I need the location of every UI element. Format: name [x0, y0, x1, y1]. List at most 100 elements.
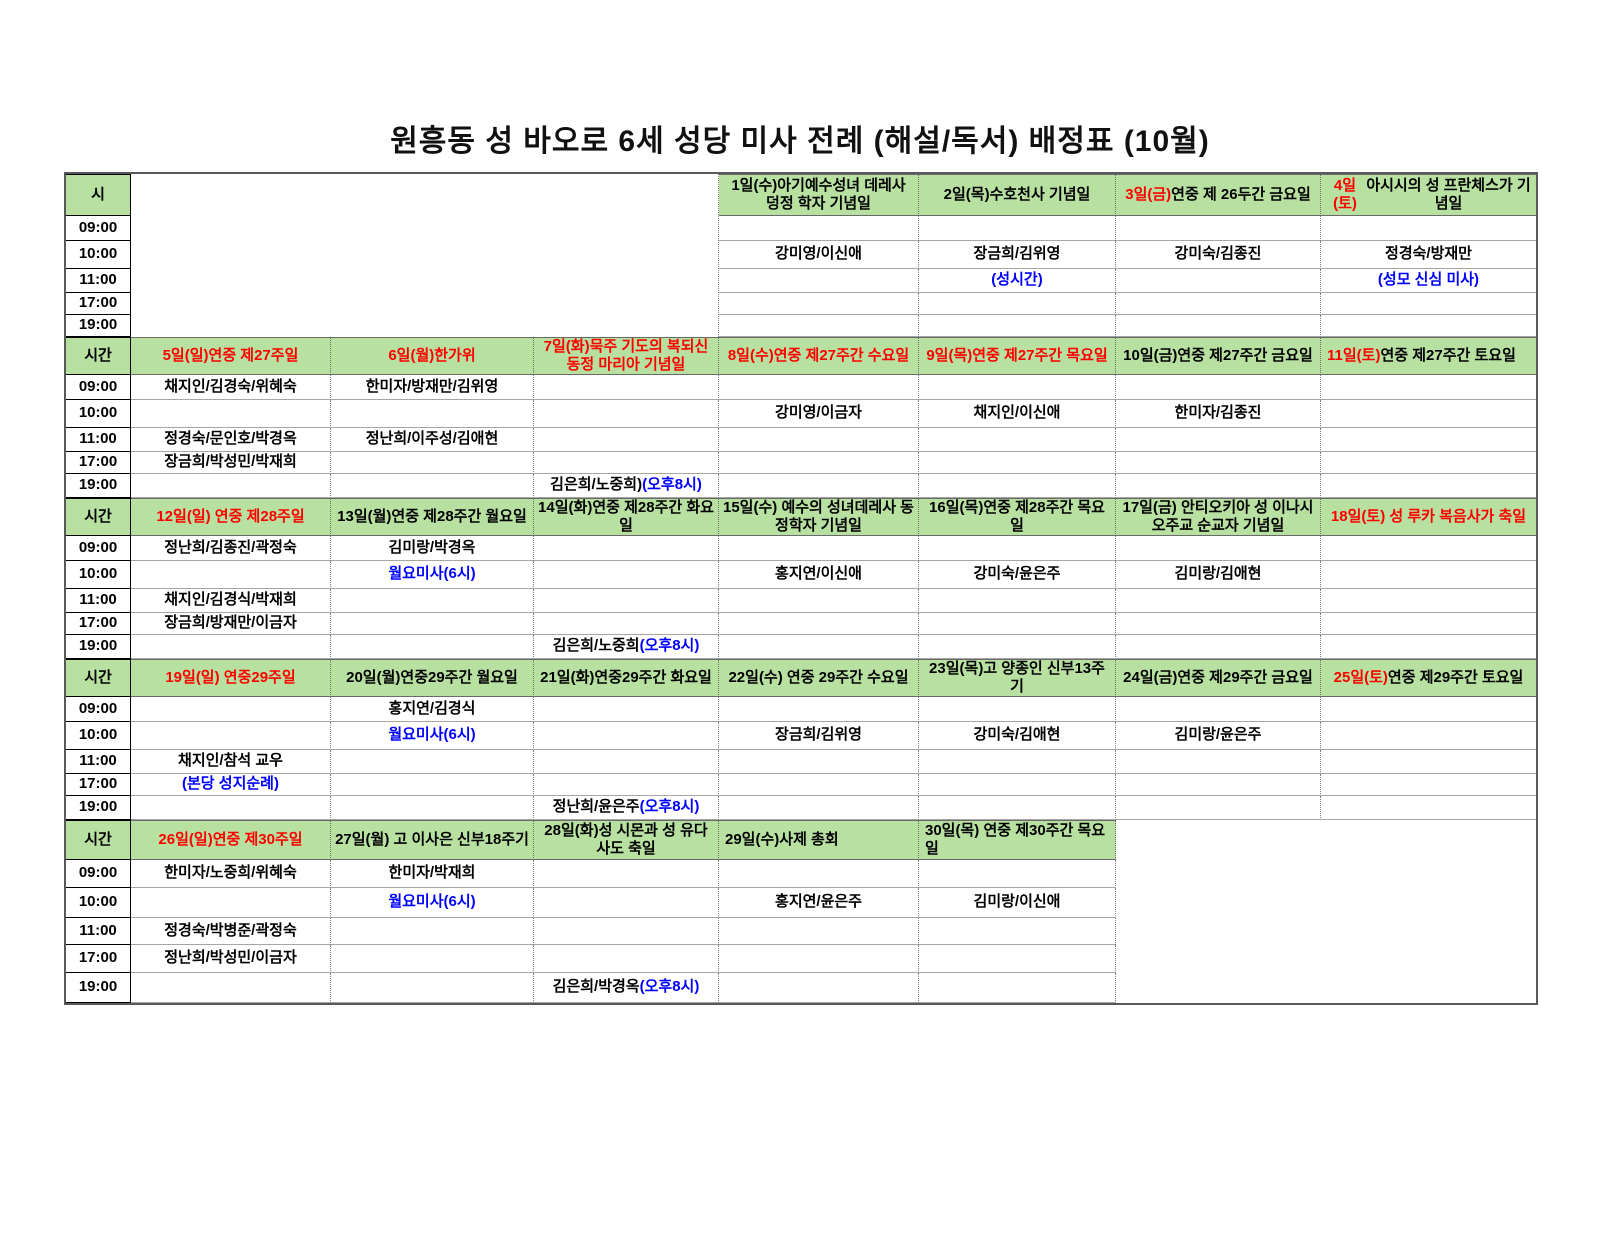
schedule-cell [131, 400, 331, 428]
cell-text: 12일(일) 연중 제28주일 [156, 507, 305, 525]
time-label: 11:00 [66, 428, 131, 452]
schedule-cell [331, 589, 534, 613]
cell-text: 김은희/노중희 [552, 637, 640, 655]
cell-text: 11:00 [79, 430, 117, 448]
cell-text: 29일(수)사제 총회 [725, 830, 839, 848]
schedule-cell: 한미자/방재만/김위영 [331, 375, 534, 400]
schedule-cell: 채지인/이신애 [919, 400, 1116, 428]
schedule-cell [919, 452, 1116, 474]
schedule-cell [1116, 375, 1321, 400]
schedule-cell [919, 860, 1116, 888]
day-header-cell: 5일(일)연중 제27주일 [131, 337, 331, 375]
schedule-cell: 정난희/박성민/이금자 [131, 945, 331, 973]
schedule-cell [719, 428, 919, 452]
schedule-cell: 장금희/박성민/박재희 [131, 452, 331, 474]
day-header-cell: 6일(월)한가위 [331, 337, 534, 375]
schedule-cell [1116, 315, 1321, 337]
schedule-cell [331, 774, 534, 796]
schedule-cell: 김은희/노중희 (오후8시) [534, 635, 719, 659]
schedule-cell: 김은희/박경옥 (오후8시) [534, 973, 719, 1003]
cell-text: 24일(금)연중 제29주간 금요일 [1123, 668, 1313, 686]
schedule-cell: 홍지연/김경식 [331, 697, 534, 722]
cell-text: 김미랑/윤은주 [1174, 726, 1262, 744]
schedule-cell [534, 400, 719, 428]
cell-text: 김미랑/이신애 [973, 893, 1061, 911]
time-header-cell: 시간 [66, 659, 131, 697]
time-label: 11:00 [66, 750, 131, 774]
cell-text: 채지인/김경식/박재희 [164, 591, 297, 609]
cell-text: 6일(월)한가위 [388, 346, 476, 364]
week-block: 시간 09:00 10:00 11:00 17:00 19:00 5일(일)연중 제27주일… [66, 337, 1536, 498]
day-header-cell: 1일(수)아기예수성녀 데레사 덩정 학자 기념일 [719, 174, 919, 216]
cell-text: 정경숙/문인호/박경옥 [164, 430, 297, 448]
cell-text: 아시시의 성 프란체스가 기념일 [1366, 176, 1531, 212]
time-label: 10:00 [66, 888, 131, 918]
cell-text: 20일(월)연중29주간 월요일 [346, 668, 518, 686]
schedule-cell: 김미랑/윤은주 [1116, 722, 1321, 750]
schedule-cell [331, 635, 534, 659]
schedule-cell [719, 315, 919, 337]
cell-text: 17일(금) 안티오키아 성 이나시오주교 순교자 기념일 [1122, 498, 1314, 534]
schedule-cell: 김미랑/박경옥 [331, 536, 534, 561]
schedule-cell [1116, 796, 1321, 820]
cell-text: (본당 성지순례) [182, 775, 279, 793]
time-label: 09:00 [66, 375, 131, 400]
cell-text: 강미숙/김종진 [1174, 245, 1262, 263]
cell-text: 14일(화)연중 제28주간 화요일 [538, 498, 714, 534]
cell-text: 4일(토) [1333, 176, 1357, 212]
cell-text: 19:00 [78, 316, 118, 334]
cell-text: 17:00 [78, 775, 118, 793]
schedule-cell [131, 561, 331, 589]
schedule-cell [919, 697, 1116, 722]
time-label: 10:00 [66, 722, 131, 750]
schedule-cell [1321, 774, 1536, 796]
time-label: 11:00 [66, 918, 131, 945]
cell-text: 연중 제29주간 토요일 [1387, 668, 1524, 686]
cell-text: 김은희/박경옥 [552, 978, 640, 996]
cell-text: 30일(목) 연중 제30주간 목요일 [925, 821, 1106, 857]
week-block: 시간 09:00 10:00 11:00 17:00 19:00 19일(일) 연중29주일… [66, 659, 1536, 820]
schedule-cell [331, 796, 534, 820]
schedule-cell [919, 774, 1116, 796]
schedule-cell [1321, 635, 1536, 659]
cell-text: 13일(월)연중 제28주간 월요일 [337, 507, 527, 525]
day-header-cell: 9일(목)연중 제27주간 목요일 [919, 337, 1116, 375]
time-header-cell: 시 [66, 174, 131, 216]
schedule-cell [719, 589, 919, 613]
day-header-cell: 27일(월) 고 이사은 신부18주기 [331, 820, 534, 860]
cell-text: 정난희/이주성/김애현 [365, 430, 499, 448]
cell-text: 28일(화)성 시몬과 성 유다 사도 축일 [544, 821, 708, 857]
cell-text: 연중 제 26두간 금요일 [1171, 185, 1311, 203]
cell-text: 시간 [84, 830, 112, 848]
day-header-cell: 4일(토) 아시시의 성 프란체스가 기념일 [1321, 174, 1536, 216]
schedule-cell: 강미숙/김애현 [919, 722, 1116, 750]
schedule-cell [1116, 697, 1321, 722]
schedule-cell: 정경숙/방재만 [1321, 241, 1536, 269]
schedule-cell [719, 918, 919, 945]
schedule-cell [1116, 293, 1321, 315]
cell-text: 홍지연/이신애 [775, 565, 862, 583]
cell-text: 월요미사(6시) [388, 726, 476, 744]
schedule-cell [131, 888, 331, 918]
cell-text: 9일(목)연중 제27주간 목요일 [926, 346, 1108, 364]
schedule-cell [1321, 375, 1536, 400]
cell-text: 18일(토) 성 루카 복음사가 축일 [1330, 507, 1527, 525]
schedule-cell [719, 796, 919, 820]
day-header-cell: 12일(일) 연중 제28주일 [131, 498, 331, 536]
schedule-cell: 장금희/김위영 [719, 722, 919, 750]
cell-text: 15일(수) 예수의 성녀데레사 동정학자 기념일 [723, 498, 914, 534]
cell-text: 11일(토) [1327, 346, 1381, 364]
schedule-cell [131, 722, 331, 750]
schedule-cell [131, 973, 331, 1003]
schedule-cell [534, 774, 719, 796]
cell-text: 월요미사(6시) [388, 565, 476, 583]
cell-text: 정난희/윤은주 [552, 798, 640, 816]
schedule-cell [719, 860, 919, 888]
schedule-cell [719, 973, 919, 1003]
schedule-cell [919, 474, 1116, 498]
cell-text: 한미자/박재희 [388, 864, 476, 882]
schedule-cell [719, 474, 919, 498]
schedule-cell [534, 722, 719, 750]
schedule-cell [919, 293, 1116, 315]
schedule-cell: (성모 신심 미사) [1321, 269, 1536, 293]
